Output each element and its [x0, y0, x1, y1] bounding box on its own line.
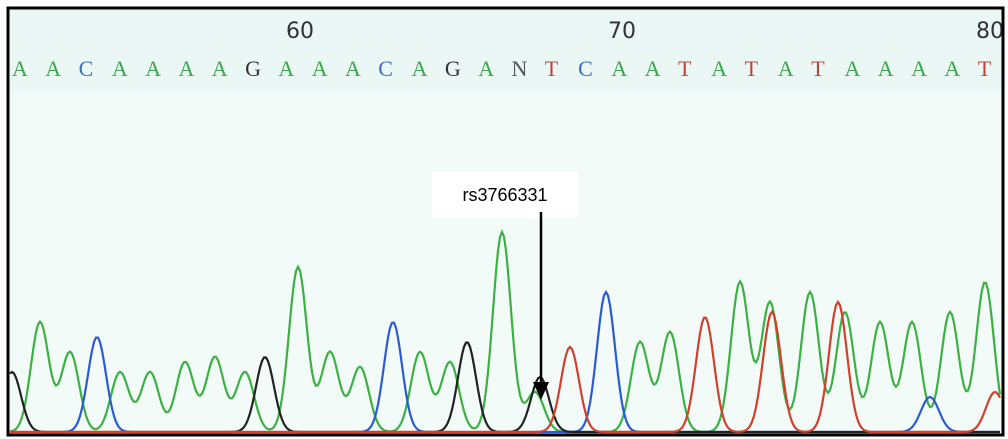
base: G	[245, 56, 261, 81]
position-label: 70	[608, 19, 636, 44]
base: A	[179, 56, 195, 81]
base: A	[278, 56, 294, 81]
base: A	[478, 56, 494, 81]
base: N	[512, 56, 528, 81]
base: A	[944, 56, 960, 81]
base: A	[845, 56, 861, 81]
annotation: rs3766331	[462, 185, 547, 205]
base: A	[711, 56, 727, 81]
base: A	[212, 56, 228, 81]
base: A	[12, 56, 28, 81]
base: G	[445, 56, 461, 81]
base: A	[778, 56, 794, 81]
base: A	[911, 56, 927, 81]
base: C	[378, 56, 393, 81]
base: A	[45, 56, 61, 81]
base: C	[79, 56, 94, 81]
base: A	[112, 56, 128, 81]
base: A	[611, 56, 627, 81]
position-label: 60	[286, 19, 314, 44]
position-label: 80	[976, 19, 1004, 44]
base: T	[811, 56, 825, 81]
base: A	[312, 56, 328, 81]
base: A	[345, 56, 361, 81]
base: A	[645, 56, 661, 81]
base: T	[978, 56, 992, 81]
base: A	[145, 56, 161, 81]
base: T	[545, 56, 559, 81]
base: T	[745, 56, 759, 81]
base: A	[878, 56, 894, 81]
base: T	[678, 56, 692, 81]
base: A	[412, 56, 428, 81]
base: C	[578, 56, 593, 81]
chromatogram: 607080AACAAAAGAAACAGANTCAATATATAAAAT rs3…	[0, 0, 1008, 439]
